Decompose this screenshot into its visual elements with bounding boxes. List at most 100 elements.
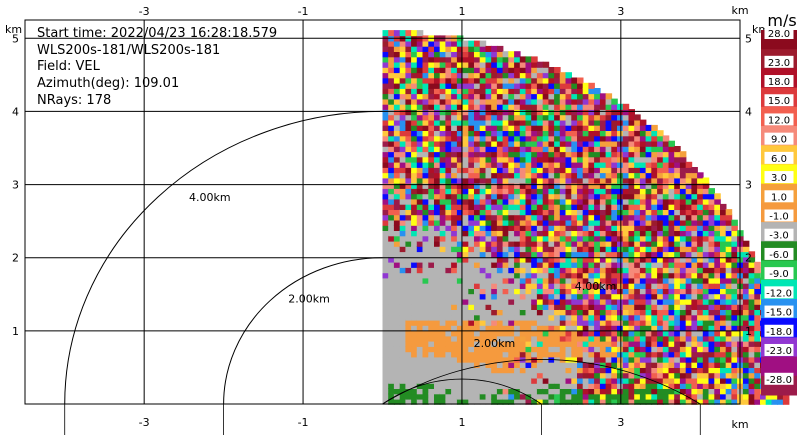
- velocity-cell: [514, 193, 521, 200]
- velocity-cell: [445, 188, 452, 195]
- velocity-cell: [651, 256, 658, 263]
- velocity-cell: [594, 319, 601, 326]
- velocity-cell: [439, 51, 447, 58]
- velocity-cell: [697, 393, 704, 400]
- velocity-cell: [393, 340, 401, 347]
- velocity-cell: [468, 203, 475, 210]
- velocity-cell: [639, 214, 647, 221]
- velocity-cell: [668, 267, 675, 274]
- velocity-cell: [519, 314, 527, 321]
- velocity-cell: [451, 214, 458, 221]
- velocity-cell: [651, 146, 658, 153]
- velocity-cell: [393, 72, 401, 79]
- velocity-cell: [657, 372, 664, 379]
- velocity-cell: [634, 340, 641, 347]
- velocity-cell: [588, 382, 595, 389]
- velocity-cell: [451, 135, 458, 142]
- velocity-cell: [405, 277, 412, 284]
- velocity-cell: [411, 135, 418, 142]
- velocity-cell: [639, 256, 647, 263]
- velocity-cell: [760, 393, 767, 400]
- velocity-cell: [697, 309, 704, 316]
- velocity-cell: [542, 240, 550, 247]
- velocity-cell: [714, 193, 721, 200]
- velocity-cell: [674, 367, 681, 374]
- velocity-cell: [399, 56, 407, 63]
- velocity-cell: [434, 114, 441, 121]
- velocity-cell: [388, 214, 395, 221]
- velocity-cell: [617, 172, 624, 179]
- velocity-cell: [422, 40, 429, 47]
- velocity-cell: [748, 293, 756, 300]
- velocity-cell: [588, 393, 595, 400]
- velocity-cell: [714, 198, 721, 205]
- velocity-cell: [639, 282, 647, 289]
- velocity-cell: [382, 88, 389, 95]
- velocity-cell: [542, 67, 550, 74]
- velocity-cell: [662, 267, 670, 274]
- velocity-cell: [399, 319, 407, 326]
- velocity-cell: [456, 309, 464, 316]
- velocity-cell: [531, 114, 538, 121]
- x-tick-label: 1: [458, 5, 465, 18]
- velocity-cell: [582, 277, 590, 284]
- velocity-cell: [445, 93, 452, 100]
- velocity-cell: [691, 272, 698, 279]
- velocity-cell: [456, 156, 464, 163]
- velocity-cell: [708, 309, 715, 316]
- velocity-cell: [382, 151, 389, 158]
- velocity-cell: [577, 77, 584, 84]
- velocity-cell: [439, 161, 447, 168]
- velocity-cell: [462, 130, 470, 137]
- velocity-cell: [748, 319, 756, 326]
- velocity-cell: [514, 103, 521, 110]
- velocity-cell: [577, 251, 584, 258]
- velocity-cell: [594, 303, 601, 310]
- velocity-cell: [439, 182, 447, 189]
- velocity-cell: [559, 103, 567, 110]
- velocity-cell: [519, 56, 527, 63]
- velocity-cell: [731, 377, 738, 384]
- velocity-cell: [479, 309, 487, 316]
- velocity-cell: [588, 161, 595, 168]
- velocity-cell: [422, 209, 429, 216]
- velocity-cell: [456, 72, 464, 79]
- velocity-cell: [519, 235, 527, 242]
- velocity-cell: [388, 393, 395, 400]
- velocity-cell: [416, 346, 424, 353]
- velocity-cell: [662, 219, 670, 226]
- velocity-cell: [617, 256, 624, 263]
- velocity-cell: [565, 114, 572, 121]
- velocity-cell: [405, 198, 412, 205]
- velocity-cell: [382, 361, 389, 368]
- velocity-cell: [393, 256, 401, 263]
- velocity-cell: [691, 224, 698, 231]
- velocity-cell: [559, 114, 567, 121]
- velocity-cell: [634, 177, 641, 184]
- velocity-cell: [565, 198, 572, 205]
- velocity-cell: [542, 325, 550, 332]
- velocity-cell: [434, 177, 441, 184]
- velocity-cell: [634, 114, 641, 121]
- velocity-cell: [491, 151, 498, 158]
- velocity-cell: [536, 182, 544, 189]
- velocity-cell: [697, 319, 704, 326]
- colorbar-label-box: [764, 132, 794, 145]
- velocity-cell: [445, 40, 452, 47]
- velocity-cell: [651, 230, 658, 237]
- velocity-cell: [428, 193, 435, 200]
- velocity-cell: [599, 219, 607, 226]
- velocity-cell: [668, 172, 675, 179]
- velocity-cell: [445, 330, 452, 337]
- velocity-cell: [588, 240, 595, 247]
- velocity-cell: [496, 56, 504, 63]
- velocity-cell: [496, 298, 504, 305]
- velocity-cell: [571, 167, 578, 174]
- velocity-cell: [468, 51, 475, 58]
- velocity-cell: [388, 40, 395, 47]
- velocity-cell: [725, 330, 733, 337]
- velocity-cell: [697, 367, 704, 374]
- velocity-cell: [628, 240, 635, 247]
- velocity-cell: [451, 246, 458, 253]
- velocity-cell: [571, 367, 578, 374]
